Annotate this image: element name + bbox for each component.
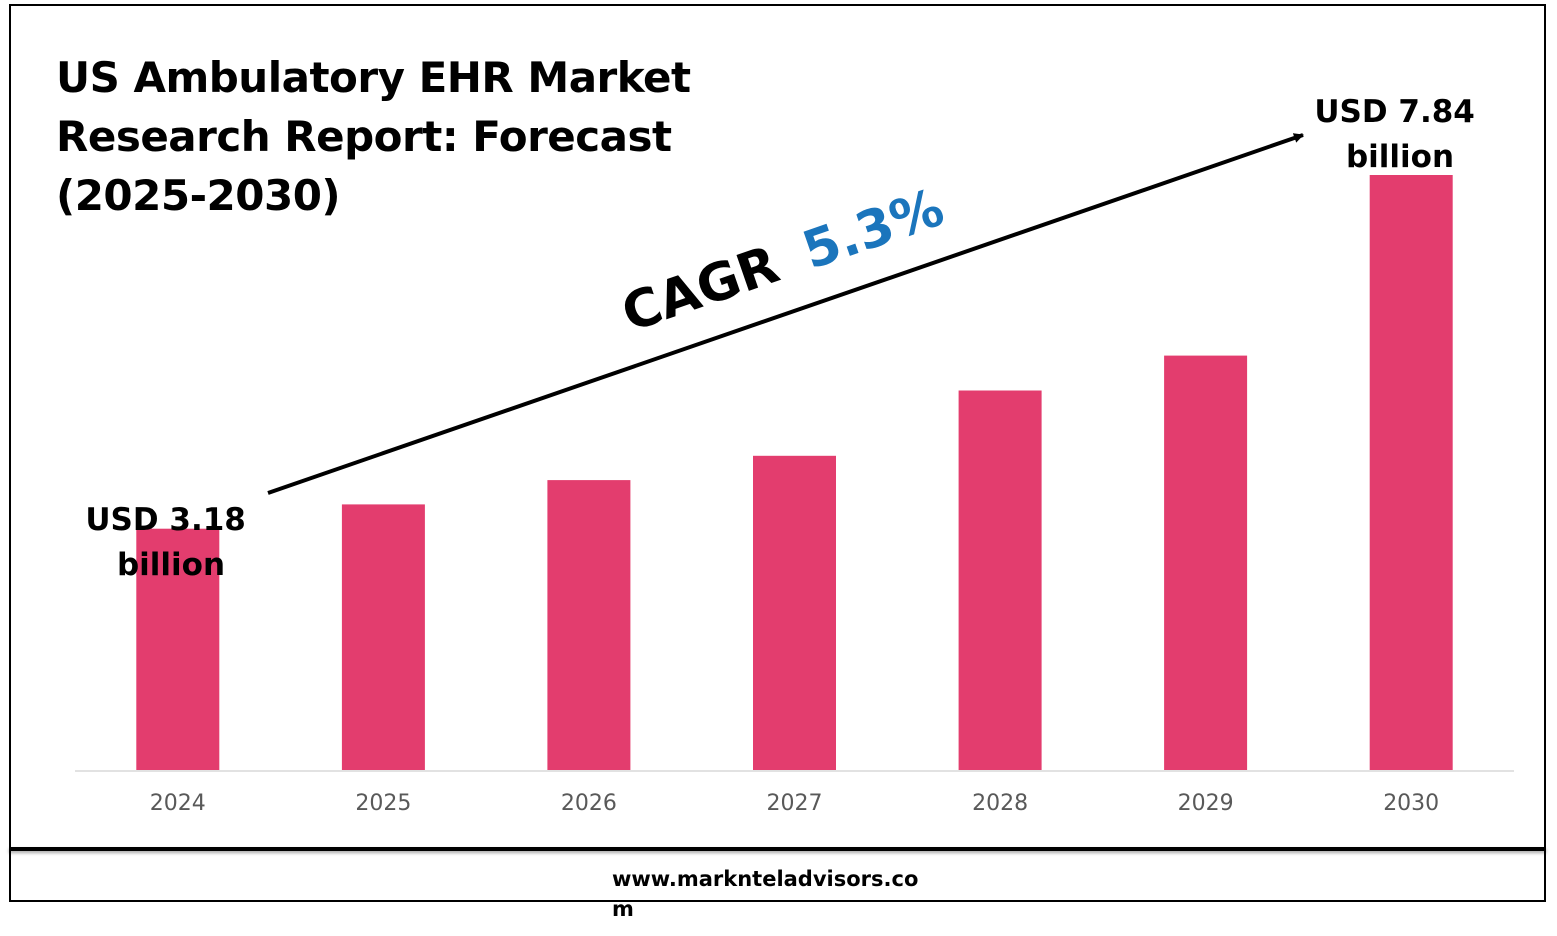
chart-title: US Ambulatory EHR Market Research Report… [56, 48, 776, 225]
bar-2026 [547, 480, 631, 770]
cagr-annotation: CAGR 5.3% [615, 178, 952, 344]
title-line-3: (2025-2030) [56, 171, 341, 220]
tick-label-2027: 2027 [767, 791, 823, 816]
bar-2030 [1369, 175, 1453, 770]
end-value-line-2: billion [1346, 139, 1454, 175]
end-value-label: USD 7.84 billion [1314, 94, 1485, 175]
end-value-line-1: USD 7.84 [1314, 94, 1475, 130]
tick-label-2025: 2025 [355, 791, 411, 816]
bar-2027 [753, 455, 836, 770]
bar-2024 [136, 528, 220, 770]
tick-label-2026: 2026 [561, 791, 617, 816]
cagr-trend-arrow [267, 133, 1304, 495]
start-value-label: USD 3.18 billion [85, 502, 256, 583]
bar-2029 [1164, 355, 1248, 770]
x-tick-labels: 2024 2025 2026 2027 2028 2029 2030 [150, 791, 1439, 816]
footer-divider [9, 847, 1546, 851]
footer-website: www.marknteladvisors.com [612, 867, 919, 921]
start-value-line-2: billion [117, 547, 225, 583]
tick-label-2030: 2030 [1383, 791, 1439, 816]
start-value-line-1: USD 3.18 [85, 502, 246, 538]
bars [136, 175, 1453, 770]
bar-2025 [341, 504, 425, 770]
tick-label-2024: 2024 [150, 791, 206, 816]
title-line-2: Research Report: Forecast [56, 112, 672, 161]
cagr-label: CAGR [615, 235, 787, 344]
title-line-1: US Ambulatory EHR Market [56, 53, 691, 102]
bar-2028 [958, 390, 1042, 770]
tick-label-2028: 2028 [972, 791, 1028, 816]
tick-label-2029: 2029 [1178, 791, 1234, 816]
chart-frame [9, 4, 1546, 902]
